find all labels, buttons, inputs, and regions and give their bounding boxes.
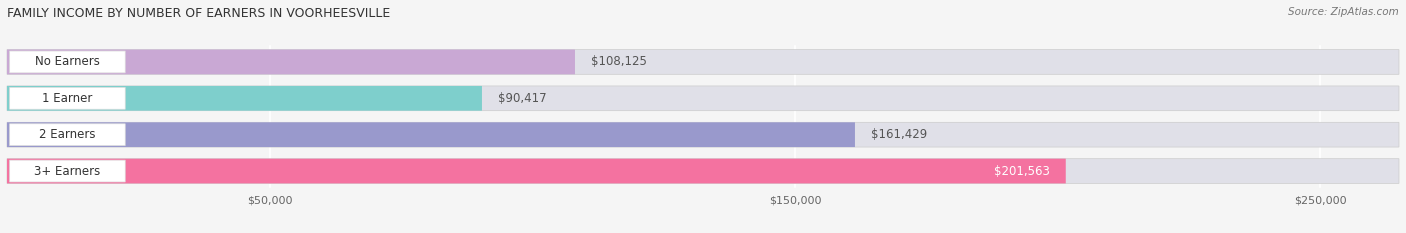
- FancyBboxPatch shape: [10, 87, 125, 109]
- FancyBboxPatch shape: [7, 159, 1066, 183]
- FancyBboxPatch shape: [10, 124, 125, 146]
- FancyBboxPatch shape: [7, 50, 575, 74]
- FancyBboxPatch shape: [10, 160, 125, 182]
- Text: 1 Earner: 1 Earner: [42, 92, 93, 105]
- FancyBboxPatch shape: [7, 159, 1399, 183]
- FancyBboxPatch shape: [7, 86, 482, 111]
- FancyBboxPatch shape: [7, 122, 855, 147]
- FancyBboxPatch shape: [7, 50, 1399, 74]
- Text: $90,417: $90,417: [498, 92, 547, 105]
- Text: 2 Earners: 2 Earners: [39, 128, 96, 141]
- Text: No Earners: No Earners: [35, 55, 100, 69]
- Text: 3+ Earners: 3+ Earners: [34, 164, 101, 178]
- Text: $108,125: $108,125: [591, 55, 647, 69]
- FancyBboxPatch shape: [7, 122, 1399, 147]
- FancyBboxPatch shape: [10, 51, 125, 73]
- Text: $201,563: $201,563: [994, 164, 1050, 178]
- Text: FAMILY INCOME BY NUMBER OF EARNERS IN VOORHEESVILLE: FAMILY INCOME BY NUMBER OF EARNERS IN VO…: [7, 7, 391, 20]
- FancyBboxPatch shape: [7, 86, 1399, 111]
- Text: $161,429: $161,429: [870, 128, 927, 141]
- Text: Source: ZipAtlas.com: Source: ZipAtlas.com: [1288, 7, 1399, 17]
